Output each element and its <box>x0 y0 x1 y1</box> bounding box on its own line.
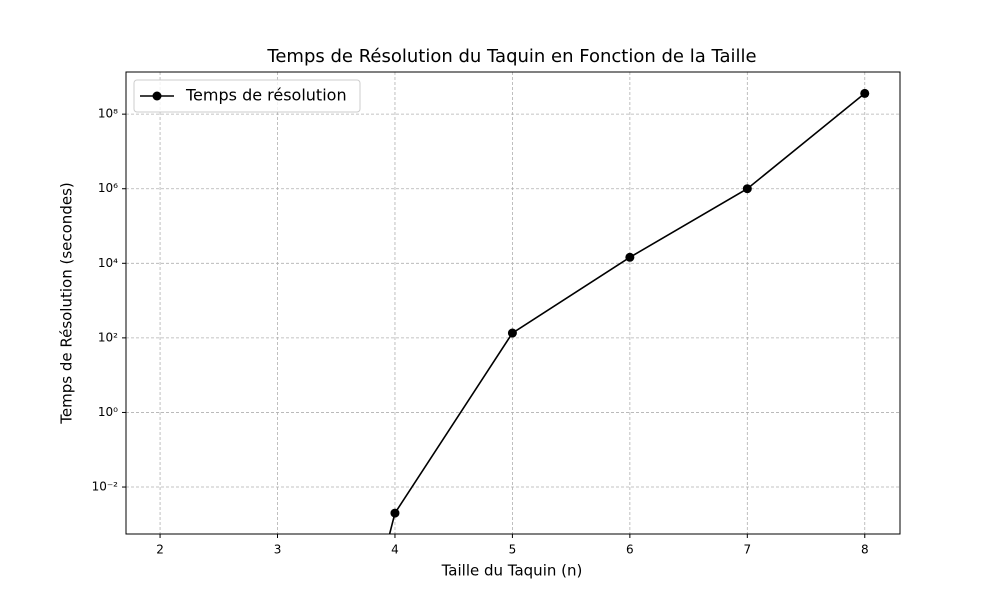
data-point <box>390 508 400 518</box>
y-axis-label: Temps de Résolution (secondes) <box>58 182 76 424</box>
data-point <box>742 184 752 194</box>
x-tick-label: 5 <box>509 543 517 557</box>
y-tick-label: 10⁸ <box>98 107 118 121</box>
legend-box <box>133 79 361 113</box>
x-tick-label: 2 <box>156 543 164 557</box>
y-tick-label: 10⁰ <box>98 405 118 419</box>
x-tick-label: 7 <box>743 543 751 557</box>
plot-area <box>388 88 870 534</box>
x-tick-label: 6 <box>626 543 634 557</box>
y-tick-label: 10⁴ <box>98 256 118 270</box>
plot-frame <box>125 71 901 535</box>
y-tick-label: 10⁻² <box>92 480 119 494</box>
data-point <box>625 252 635 262</box>
x-tick-label: 3 <box>274 543 282 557</box>
data-point <box>507 328 517 338</box>
y-tick-label: 10² <box>98 330 118 344</box>
x-axis-label: Taille du Taquin (n) <box>441 562 583 580</box>
legend-marker <box>152 91 162 101</box>
x-tick-label: 4 <box>391 543 399 557</box>
y-tick-label: 10⁶ <box>98 181 118 195</box>
chart-title: Temps de Résolution du Taquin en Fonctio… <box>266 46 756 67</box>
x-tick-label: 8 <box>861 543 869 557</box>
legend-label: Temps de résolution <box>185 86 347 105</box>
data-point <box>860 88 870 98</box>
